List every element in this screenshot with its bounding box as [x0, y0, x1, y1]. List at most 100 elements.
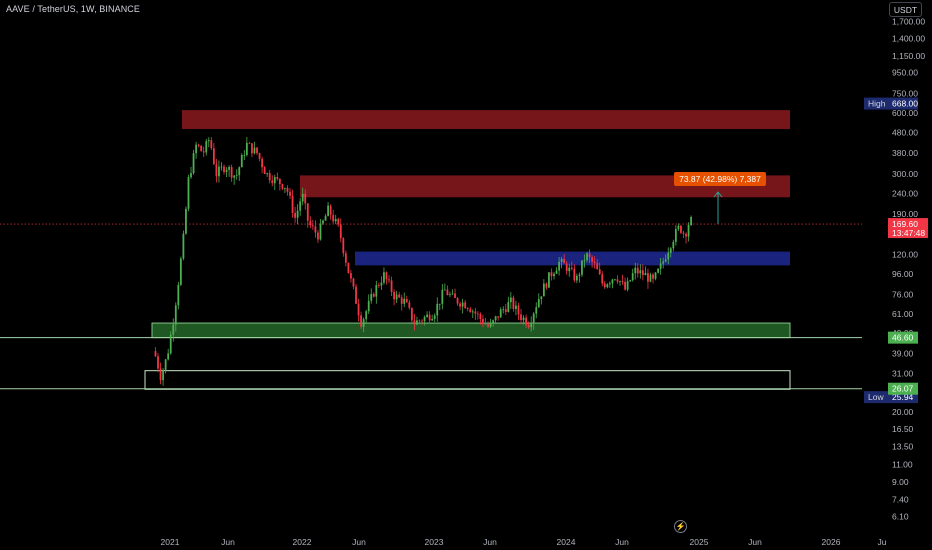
y-tick-label: 76.00: [892, 290, 914, 300]
candle: [273, 174, 276, 190]
candle-body: [296, 210, 299, 218]
candle: [311, 220, 314, 230]
candle-body: [456, 297, 459, 304]
candle-body: [626, 281, 629, 290]
candle-body: [426, 314, 428, 318]
candle: [647, 268, 649, 289]
current-price-countdown: 13:47:48: [892, 228, 925, 238]
candle: [537, 293, 540, 308]
candle-body: [383, 272, 385, 283]
candle: [243, 150, 246, 161]
candle-body: [489, 323, 492, 327]
candle-body: [611, 279, 614, 284]
candle-body: [509, 297, 512, 303]
candle: [598, 262, 601, 276]
candle: [474, 307, 477, 321]
candle: [174, 302, 177, 332]
candle: [680, 224, 682, 235]
candle-body: [606, 284, 609, 288]
candle-body: [218, 166, 220, 177]
candle: [347, 262, 350, 274]
candle: [433, 313, 436, 323]
candle: [319, 219, 322, 241]
candle: [591, 255, 593, 268]
candle: [583, 254, 586, 268]
candle: [357, 298, 360, 322]
candle-body: [385, 272, 388, 280]
candle-body: [344, 253, 347, 263]
candle-body: [522, 317, 525, 320]
candle: [179, 256, 182, 286]
candle-body: [276, 176, 279, 179]
currency-button[interactable]: USDT: [889, 2, 922, 17]
candle-body: [268, 173, 271, 181]
candle-body: [598, 269, 601, 275]
candle: [185, 206, 187, 235]
candle: [388, 275, 390, 283]
y-axis: 1,700.00 1,400.00 1,150.00 950.00 750.00 600.…: [892, 16, 925, 521]
candle-body: [639, 270, 642, 274]
candle: [154, 347, 157, 358]
y-tick-label: 1,150.00: [892, 51, 925, 61]
candle: [190, 166, 192, 179]
candle-body: [588, 253, 591, 258]
candle: [499, 307, 502, 318]
high-tag-value: 668.00: [892, 99, 918, 109]
candle-body: [271, 180, 274, 184]
candle: [654, 271, 657, 281]
candle-body: [631, 273, 634, 281]
candle-body: [525, 317, 527, 326]
zone-support: [151, 322, 791, 339]
candle-body: [281, 184, 284, 189]
candle: [570, 261, 573, 271]
candle-body: [251, 143, 253, 154]
candle: [253, 141, 256, 155]
low-tag-value: 25.94: [892, 392, 914, 402]
candle-body: [294, 212, 296, 218]
candle-body: [261, 158, 263, 168]
y-tick-label: 16.50: [892, 424, 914, 434]
candle-body: [487, 324, 489, 327]
candle-body: [438, 303, 441, 305]
candle-body: [654, 272, 657, 279]
candle-body: [317, 232, 319, 240]
y-tick-label: 6.10: [892, 511, 909, 521]
candle-body: [410, 307, 413, 321]
candle: [616, 275, 619, 284]
candle: [525, 314, 527, 328]
candle: [542, 279, 545, 297]
candle-body: [431, 318, 434, 321]
x-tick-label: 2023: [425, 537, 444, 547]
candle-body: [398, 294, 401, 298]
candle: [553, 271, 555, 280]
candle-body: [672, 241, 675, 249]
candle: [370, 288, 373, 304]
candle: [306, 202, 309, 228]
candle: [360, 311, 362, 329]
candle-body: [555, 270, 558, 274]
candle: [289, 188, 291, 199]
candle-body: [337, 218, 340, 225]
candle-body: [164, 359, 167, 370]
candle: [608, 281, 611, 288]
candle: [517, 302, 520, 321]
x-tick-label: 2025: [690, 537, 709, 547]
candle: [581, 260, 583, 277]
y-tick-label: 190.00: [892, 209, 918, 219]
high-tag-value-bg: [888, 97, 918, 110]
candle: [223, 164, 225, 175]
candle: [601, 271, 604, 287]
candle-body: [172, 324, 175, 335]
candle: [187, 174, 190, 212]
candle: [405, 295, 408, 303]
candle-body: [179, 258, 182, 285]
candle-body: [454, 293, 456, 298]
candle: [565, 261, 568, 275]
candle: [631, 268, 634, 282]
candle-body: [545, 283, 548, 288]
lightning-icon[interactable]: ⚡: [674, 520, 687, 533]
candle-body: [225, 169, 228, 173]
candle-body: [634, 267, 637, 274]
